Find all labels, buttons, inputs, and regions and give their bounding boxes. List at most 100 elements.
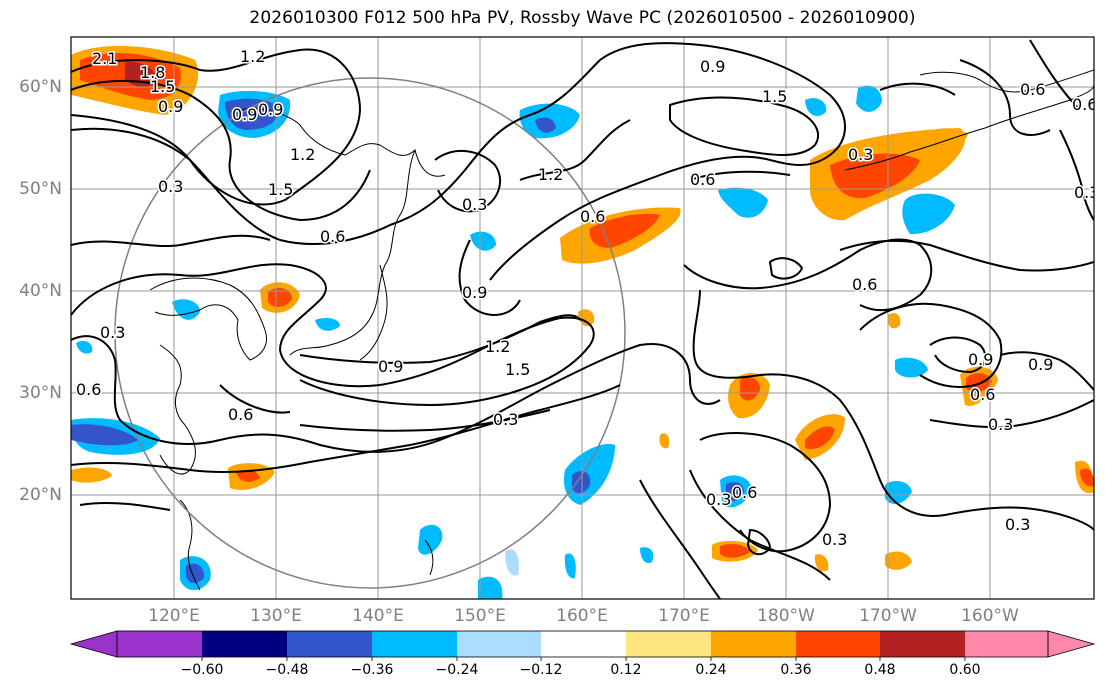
shade-negative [726, 482, 744, 501]
contour-label: 0.9 [968, 350, 993, 369]
map-field: 1.2 1.8 2.1 1.5 0.9 0.9 1.2 1.5 0.6 0.3 … [71, 37, 1099, 599]
lat-label: 40°N [19, 281, 62, 301]
colorbar-segment [372, 631, 457, 657]
contour-label: 2.1 [92, 49, 117, 68]
contour-label: 0.6 [580, 207, 605, 226]
contour-label: 0.6 [76, 380, 101, 399]
shade-negative [718, 187, 768, 218]
contour-label: 0.6 [852, 275, 877, 294]
shade-positive [814, 554, 829, 572]
shade-positive [740, 377, 760, 401]
contour-label: 0.6 [228, 405, 253, 424]
contour-label: 1.5 [150, 77, 175, 96]
contour-label: 0.9 [462, 283, 487, 302]
contour-label: 0.9 [158, 97, 183, 116]
shade-positive [71, 467, 112, 483]
lat-label: 50°N [19, 179, 62, 199]
shade-positive [887, 313, 901, 329]
contour-label: 0.3 [462, 195, 487, 214]
colorbar-segment [796, 631, 880, 657]
map-frame [70, 36, 1095, 600]
shade-negative [856, 85, 882, 112]
contour-label: 1.2 [485, 337, 510, 356]
shade-negative [640, 547, 654, 564]
colorbar-tick-label: 0.60 [949, 662, 981, 678]
shade-negative [478, 576, 503, 599]
lat-label: 60°N [19, 77, 62, 97]
lon-label: 170°W [859, 606, 917, 626]
contour-label: 0.3 [1005, 515, 1030, 534]
contour-label: 0.9 [258, 100, 283, 119]
contour-label: 0.6 [320, 227, 345, 246]
colorbar-segment [541, 631, 626, 657]
lat-label: 20°N [19, 485, 62, 505]
colorbar-segment [457, 631, 541, 657]
colorbar-tick-label: 0.24 [695, 662, 727, 678]
projection-circle [114, 77, 626, 589]
contour-label: 0.3 [100, 323, 125, 342]
lon-label: 120°E [148, 606, 200, 626]
shade-negative [563, 444, 615, 505]
shade-negative [805, 98, 827, 116]
shade-positive [920, 128, 968, 152]
colorbar-segment [202, 631, 287, 657]
lon-label: 140°E [352, 606, 404, 626]
contour-label: 0.3 [822, 530, 847, 549]
contour-label: 0.9 [232, 105, 257, 124]
colorbar-tick-label: −0.36 [350, 662, 394, 678]
shade-positive [805, 426, 835, 450]
map-title: 2026010300 F012 500 hPa PV, Rossby Wave … [249, 8, 916, 28]
shade-positive [659, 433, 670, 449]
pv-contours [71, 39, 1094, 599]
contour-label: 1.5 [505, 360, 530, 379]
shade-positive [578, 309, 595, 327]
shade-negative [535, 117, 556, 133]
colorbar-tick-label: 0.12 [610, 662, 642, 678]
colorbar-tick-label: 0.48 [864, 662, 896, 678]
shade-negative [315, 318, 340, 331]
colorbar-segment [287, 631, 372, 657]
shade-negative [470, 231, 496, 251]
shade-negative [895, 357, 928, 378]
colorbar-tick-label: −0.60 [180, 662, 224, 678]
shade-positive [966, 373, 992, 393]
contour-label: 0.3 [493, 410, 518, 429]
colorbar-tick-label: −0.48 [265, 662, 309, 678]
contour-label: 0.3 [158, 177, 183, 196]
colorbar-tick-label: −0.24 [435, 662, 479, 678]
contour-label: 0.3 [706, 490, 731, 509]
contour-label: 0.3 [848, 145, 873, 164]
contour-label: 1.2 [538, 165, 563, 184]
colorbar-extend-low [69, 630, 118, 658]
colorbar-outline [116, 630, 1049, 658]
contour-label: 0.6 [732, 483, 757, 502]
shade-negative [418, 524, 443, 555]
shade-positive [830, 153, 920, 199]
contour-label: 0.9 [700, 57, 725, 76]
contour-label: 0.6 [1072, 95, 1097, 114]
shade-negative [564, 553, 576, 579]
shade-negative [225, 98, 280, 130]
contour-label: 0.9 [378, 357, 403, 376]
lon-label: 180°W [757, 606, 815, 626]
contour-label: 0.6 [1020, 80, 1045, 99]
lon-label: 160°E [556, 606, 608, 626]
contour-label: 1.5 [762, 87, 787, 106]
contour-label: 0.9 [1028, 355, 1053, 374]
contour-label: 1.2 [290, 145, 315, 164]
colorbar-tick-label: −0.12 [519, 662, 563, 678]
contour-label: 0.3 [1074, 183, 1099, 202]
lon-label: 160°W [961, 606, 1019, 626]
contour-label: 0.6 [970, 385, 995, 404]
colorbar-extend-high [1047, 630, 1096, 658]
lon-label: 130°E [250, 606, 302, 626]
colorbar-segment [117, 631, 202, 657]
contour-labels: 1.2 1.8 2.1 1.5 0.9 0.9 1.2 1.5 0.6 0.3 … [75, 46, 1099, 551]
shade-positive [1080, 468, 1094, 487]
colorbar [69, 630, 1096, 661]
shade-negative [902, 193, 955, 235]
contour-label: 1.5 [268, 180, 293, 199]
shade-positive [885, 551, 912, 570]
shade-positive [268, 287, 292, 307]
